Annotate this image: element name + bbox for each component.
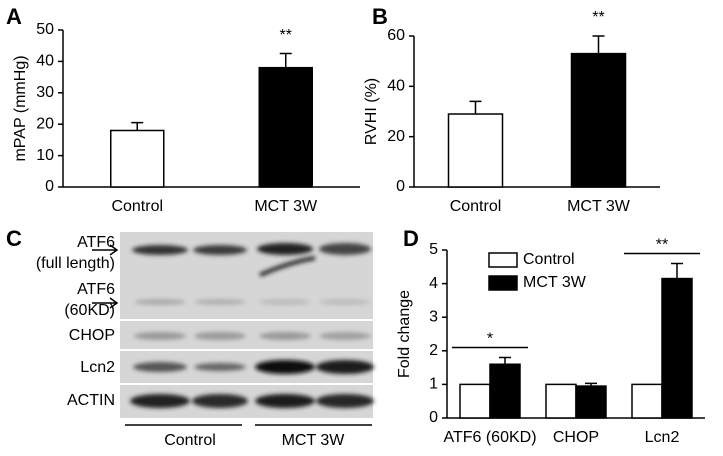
row-label: ATF6	[77, 234, 115, 251]
error-bar	[469, 100, 482, 115]
group-label: Control	[164, 432, 216, 449]
y-tick-label: 4	[429, 275, 438, 292]
x-tick-label: ATF6 (60KD)	[443, 429, 536, 446]
y-tick-label: 40	[36, 53, 54, 70]
error-bar	[131, 121, 144, 131]
x-tick-label: Control	[111, 198, 163, 215]
legend-label: MCT 3W	[523, 274, 587, 291]
row-label: ACTIN	[67, 392, 115, 409]
y-tick-label: 0	[45, 178, 54, 195]
y-tick-label: 5	[429, 241, 438, 258]
y-tick-label: 1	[429, 376, 438, 393]
y-tick-label: 3	[429, 308, 438, 325]
y-tick-label: 0	[429, 409, 438, 426]
group-label: MCT 3W	[282, 432, 346, 449]
row-label: Lcn2	[80, 359, 115, 376]
bar	[570, 52, 627, 188]
panel-label: B	[372, 4, 388, 29]
legend-swatch	[488, 252, 518, 268]
bar	[459, 383, 491, 419]
y-tick-label: 30	[36, 84, 54, 101]
y-axis-label: Fold change	[396, 290, 413, 378]
y-tick-label: 20	[36, 115, 54, 132]
blot-background	[120, 232, 373, 418]
significance: **	[592, 9, 604, 26]
x-tick-label: MCT 3W	[567, 198, 631, 215]
significance: **	[656, 237, 668, 254]
panel-label: C	[6, 226, 22, 251]
bar	[447, 113, 504, 188]
error-bar	[585, 382, 597, 387]
arrow	[92, 244, 119, 256]
arrow	[92, 297, 119, 309]
panel-label: D	[403, 226, 419, 251]
bar	[258, 66, 313, 188]
y-tick-label: 60	[387, 27, 405, 44]
error-bar	[279, 52, 292, 68]
legend-swatch	[488, 275, 518, 291]
y-tick-label: 10	[36, 147, 54, 164]
row-label: (full length)	[36, 255, 115, 272]
x-tick-label: Lcn2	[645, 429, 680, 446]
western-blot	[92, 232, 374, 426]
bar	[661, 277, 693, 419]
row-label: CHOP	[69, 327, 115, 344]
bar	[631, 383, 663, 419]
row-label: ATF6	[77, 281, 115, 298]
x-tick-label: CHOP	[553, 429, 599, 446]
bar	[545, 383, 577, 419]
error-bar	[592, 35, 605, 54]
x-tick-label: Control	[450, 198, 502, 215]
bar	[575, 385, 607, 419]
error-bar	[499, 356, 511, 365]
bar	[489, 363, 521, 419]
y-tick-label: 0	[396, 178, 405, 195]
y-tick-label: 50	[36, 21, 54, 38]
row-label: (60KD)	[64, 302, 115, 319]
significance: *	[487, 331, 493, 348]
y-tick-label: 2	[429, 342, 438, 359]
x-tick-label: MCT 3W	[254, 198, 318, 215]
significance: **	[280, 27, 292, 44]
legend-label: Control	[523, 251, 575, 268]
y-axis-label: RVHI (%)	[363, 78, 380, 145]
y-tick-label: 20	[387, 128, 405, 145]
error-bar	[671, 262, 683, 279]
y-tick-label: 40	[387, 78, 405, 95]
panel-label: A	[6, 4, 22, 29]
blot-bands	[130, 243, 374, 408]
bar	[110, 129, 165, 188]
y-axis-label: mPAP (mmHg)	[12, 55, 29, 161]
